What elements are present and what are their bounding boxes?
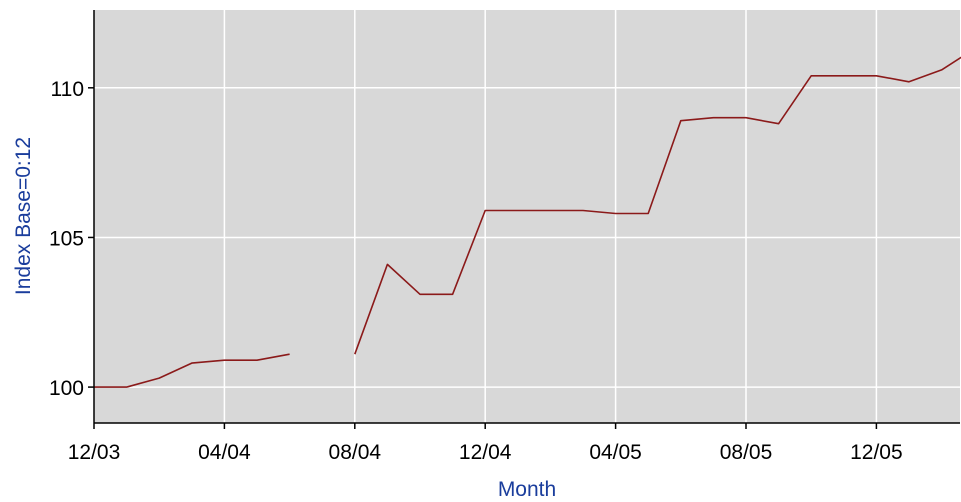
x-tick-label: 08/05 xyxy=(720,441,773,464)
plot-area xyxy=(94,10,960,423)
y-tick-label: 100 xyxy=(49,377,84,400)
x-axis-title: Month xyxy=(498,478,556,501)
y-tick-label: 110 xyxy=(51,78,84,101)
y-tick-label: 105 xyxy=(49,227,84,250)
series-line-segment xyxy=(94,353,290,388)
x-tick-label: 04/05 xyxy=(589,441,642,464)
data-series xyxy=(94,56,961,388)
x-tick-label: 12/04 xyxy=(459,441,512,464)
y-axis-title: Index Base=0:12 xyxy=(12,137,35,295)
gridlines xyxy=(94,10,960,423)
axis-ticks: 12/03 04/04 08/04 12/04 04/05 08/05 12/05 100 10… xyxy=(49,78,903,464)
series-line-segment xyxy=(354,56,961,355)
x-tick-label: 12/05 xyxy=(850,441,903,464)
x-tick-label: 04/04 xyxy=(198,441,251,464)
x-tick-label: 08/04 xyxy=(329,441,382,464)
x-tick-label: 12/03 xyxy=(68,441,121,464)
